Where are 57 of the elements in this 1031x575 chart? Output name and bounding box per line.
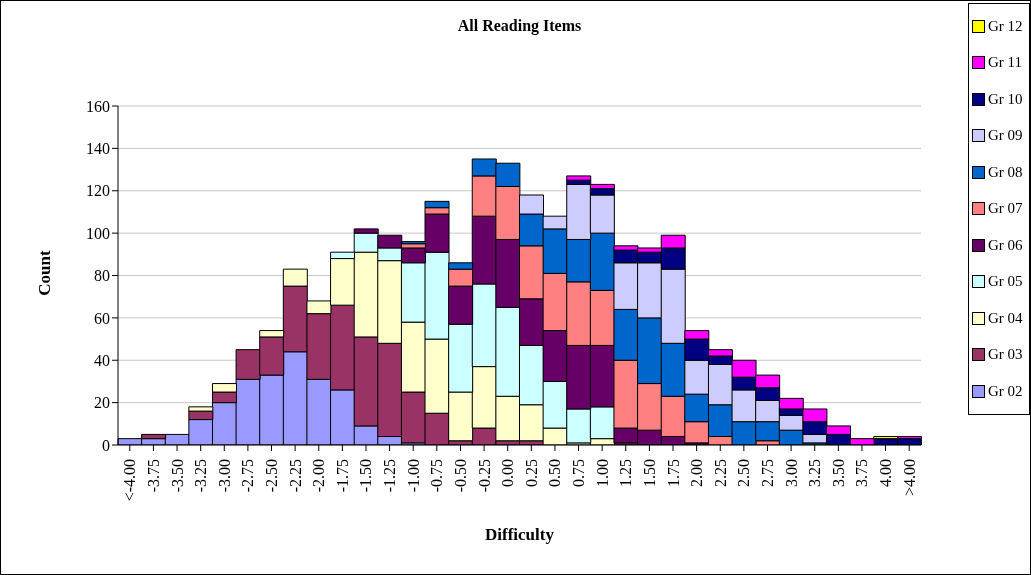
y-tick-label: 140 [86,140,110,158]
x-tick-label: 1.50 [640,459,658,487]
y-tick-label: 120 [86,182,110,200]
x-tick-label: -3.50 [168,459,186,493]
x-tick-label: -1.00 [404,459,422,493]
legend-label: Gr 06 [987,235,1024,255]
legend-label: Gr 11 [987,53,1024,73]
legend-label: Gr 07 [987,199,1024,219]
x-tick-label: 2.00 [688,459,706,487]
x-tick-label: -0.50 [451,459,469,493]
y-tick-label: 0 [102,436,110,454]
legend-label: Gr 12 [987,16,1024,36]
x-tick-label: 2.50 [735,459,753,487]
y-tick-label: 100 [86,224,110,242]
x-tick-label: -3.75 [144,459,162,493]
x-tick-label: 2.25 [711,459,729,487]
x-tick-label: >4.00 [900,459,918,497]
x-tick-label: 3.00 [782,459,800,487]
x-axis-title: Difficulty [484,525,555,545]
x-tick-label: 0.00 [499,459,517,487]
x-tick-label: -0.25 [475,459,493,493]
legend-label: Gr 09 [987,126,1024,146]
x-tick-label: -3.25 [192,459,210,493]
x-tick-label: -3.00 [215,459,233,493]
legend-label: Gr 04 [987,308,1024,328]
x-tick-label: -2.25 [286,459,304,493]
x-tick-label: -1.75 [333,459,351,493]
legend-label: Gr 08 [987,162,1024,182]
x-tick-label: -0.75 [428,459,446,493]
x-tick-label: 1.25 [617,459,635,487]
x-tick-label: 4.00 [877,459,895,487]
x-tick-label: -2.00 [310,459,328,493]
y-tick-label: 20 [94,394,110,412]
x-tick-label: -1.25 [381,459,399,493]
x-tick-label: 3.75 [853,459,871,487]
x-tick-label: 0.25 [522,459,540,487]
y-axis-title: Count [35,250,55,296]
x-tick-label: -1.50 [357,459,375,493]
y-tick-label: 40 [94,351,110,369]
x-tick-label: 3.50 [829,459,847,487]
y-tick-label: 80 [94,267,110,285]
x-tick-label: 1.75 [664,459,682,487]
legend-label: Gr 03 [987,345,1024,365]
x-tick-label: -2.50 [263,459,281,493]
y-tick-label: 160 [86,97,110,115]
y-tick-label: 60 [94,309,110,327]
legend-label: Gr 02 [987,381,1024,401]
x-tick-label: <-4.00 [121,459,139,502]
x-tick-label: 0.50 [546,459,564,487]
legend-label: Gr 05 [987,272,1024,292]
x-tick-label: 0.75 [570,459,588,487]
x-tick-label: 1.00 [593,459,611,487]
x-tick-label: 3.25 [806,459,824,487]
x-tick-label: -2.75 [239,459,257,493]
x-tick-label: 2.75 [758,459,776,487]
chart-title: All Reading Items [456,17,583,35]
legend-label: Gr 10 [987,89,1024,109]
